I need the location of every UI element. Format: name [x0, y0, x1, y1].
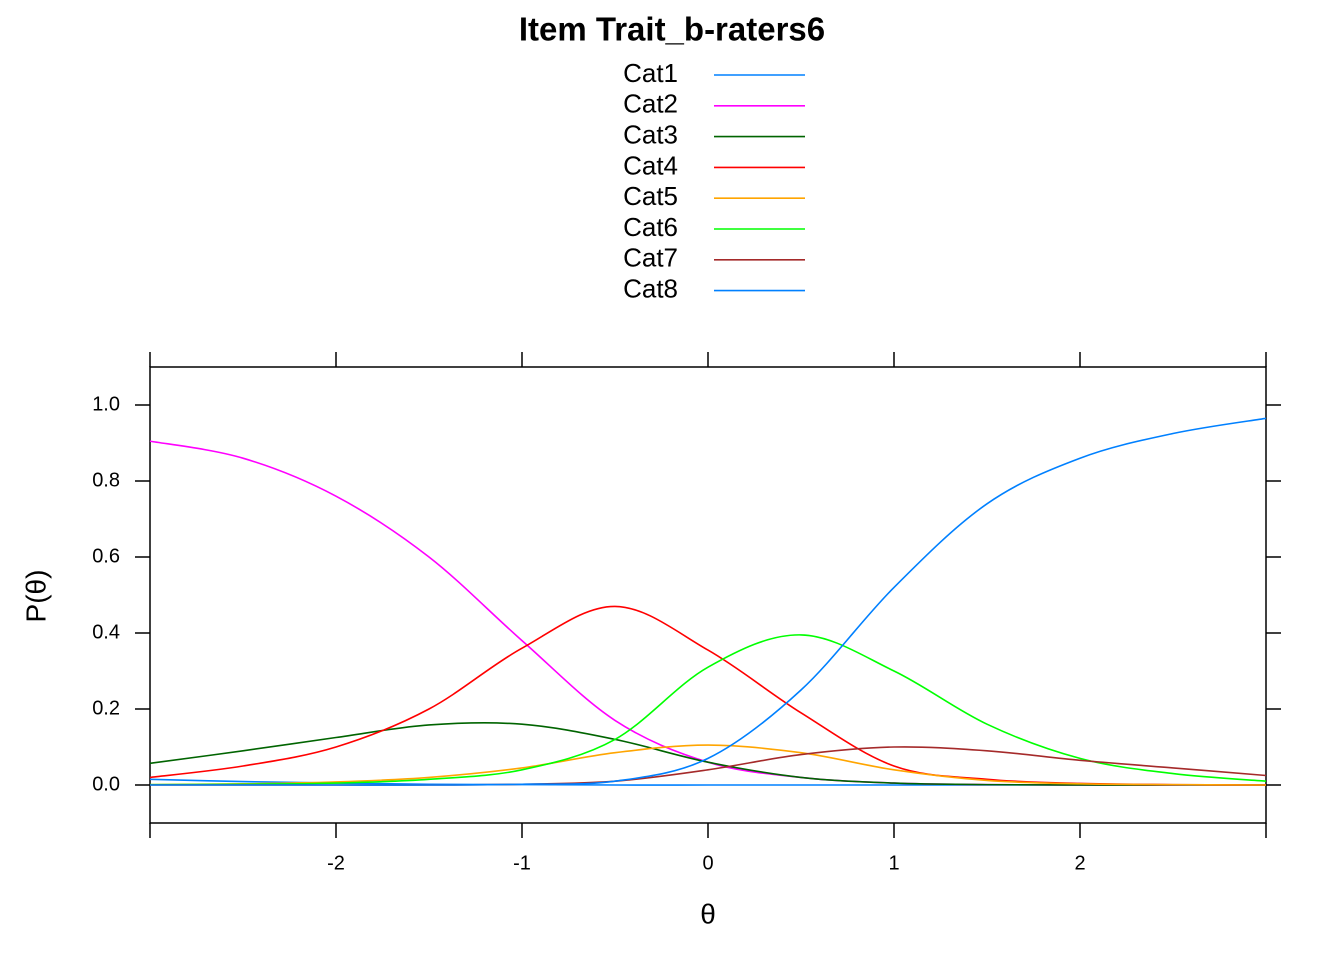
x-axis-label: θ: [700, 898, 716, 929]
plot-frame: [149, 366, 1267, 824]
legend-label: Cat1: [623, 58, 678, 88]
series-line: [149, 634, 1267, 786]
x-tick-label: -1: [513, 852, 531, 874]
y-tick-label: 0.4: [92, 621, 120, 643]
x-tick-label: 0: [702, 852, 713, 874]
legend-label: Cat2: [623, 89, 678, 119]
x-tick-label: -2: [327, 852, 345, 874]
legend-label: Cat5: [623, 181, 678, 211]
y-tick-label: 0.2: [92, 697, 120, 719]
chart-title: Item Trait_b-raters6: [519, 11, 825, 48]
series-line: [149, 721, 1266, 786]
legend-label: Cat8: [623, 273, 678, 303]
legend-label: Cat4: [623, 150, 678, 180]
series-line: [149, 417, 1267, 786]
x-tick-label: 2: [1074, 852, 1085, 874]
series-line: [149, 744, 1267, 786]
legend-label: Cat6: [623, 212, 678, 242]
y-tick-label: 0.0: [92, 773, 120, 795]
series-line: [149, 440, 1266, 786]
y-axis-label: P(θ): [20, 570, 51, 623]
legend-label: Cat3: [623, 119, 678, 149]
y-tick-label: 0.6: [92, 545, 120, 567]
x-tick-label: 1: [888, 852, 899, 874]
y-tick-label: 0.8: [92, 469, 120, 491]
legend-label: Cat7: [623, 243, 678, 273]
y-tick-label: 1.0: [92, 393, 120, 415]
